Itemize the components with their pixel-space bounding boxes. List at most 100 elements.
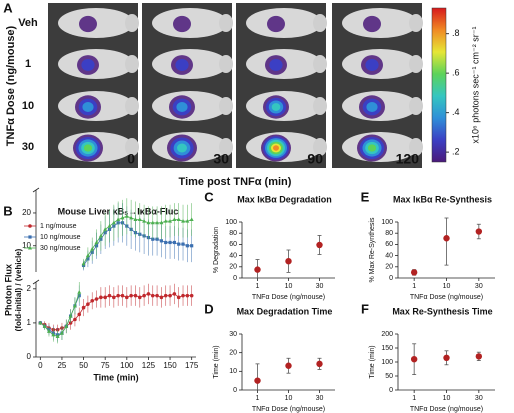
y-tick-label: 20 bbox=[22, 208, 31, 217]
mouse-head bbox=[219, 138, 233, 156]
x-axis-title: Time (min) bbox=[93, 372, 138, 382]
marker bbox=[125, 295, 129, 300]
marker bbox=[150, 220, 155, 225]
dot bbox=[443, 235, 450, 242]
y-axis-title: Photon Flux bbox=[3, 264, 13, 316]
marker bbox=[116, 293, 120, 298]
dot bbox=[285, 258, 292, 265]
x-tick-label: 30 bbox=[316, 395, 324, 402]
legend-label: 30 ng/mouse bbox=[40, 245, 81, 252]
signal-blob bbox=[365, 59, 379, 71]
y-tick-label: 30 bbox=[229, 331, 237, 338]
x-axis-title: TNFα Dose (ng/mouse) bbox=[410, 294, 483, 301]
x-tick-label: 150 bbox=[163, 361, 177, 370]
marker bbox=[172, 240, 176, 245]
marker bbox=[73, 317, 77, 322]
marker bbox=[190, 244, 194, 248]
y-tick-label: 1 bbox=[27, 318, 32, 327]
mouse-head bbox=[313, 55, 327, 73]
signal-blob bbox=[271, 103, 281, 111]
marker bbox=[46, 329, 51, 333]
y-tick-label: 60 bbox=[229, 241, 237, 248]
marker bbox=[172, 292, 177, 296]
marker bbox=[85, 253, 90, 258]
chart-title: Max IκBα Degradation bbox=[237, 194, 332, 204]
marker bbox=[124, 214, 129, 218]
panel-label: A bbox=[3, 0, 13, 15]
dot bbox=[443, 354, 450, 361]
axis-break bbox=[32, 279, 40, 285]
panel-label: D bbox=[204, 301, 213, 316]
marker bbox=[94, 297, 99, 301]
signal-blob bbox=[173, 15, 191, 33]
marker bbox=[59, 330, 64, 335]
marker bbox=[177, 242, 181, 246]
y-tick-label: 100 bbox=[381, 359, 393, 366]
y-tick-label: 80 bbox=[385, 230, 393, 237]
marker bbox=[155, 293, 159, 298]
marker bbox=[103, 295, 107, 300]
y-tick-label: 200 bbox=[381, 331, 393, 338]
colorbar bbox=[431, 7, 447, 163]
marker bbox=[81, 305, 86, 310]
mouse-head bbox=[219, 14, 233, 32]
row-label: 30 bbox=[22, 141, 34, 153]
dot bbox=[410, 356, 418, 363]
mouse-head bbox=[409, 55, 423, 73]
marker bbox=[163, 293, 168, 298]
marker bbox=[68, 313, 73, 318]
marker bbox=[98, 233, 103, 238]
signal-blob bbox=[79, 15, 97, 33]
dot bbox=[475, 353, 483, 360]
marker bbox=[181, 293, 185, 298]
y-tick-label: 80 bbox=[229, 230, 237, 237]
marker bbox=[77, 312, 82, 317]
marker bbox=[81, 261, 86, 266]
x-tick-label: 10 bbox=[285, 283, 293, 290]
marker bbox=[168, 293, 172, 298]
series-line bbox=[40, 293, 192, 331]
marker bbox=[111, 220, 116, 225]
marker bbox=[51, 332, 56, 337]
dot bbox=[285, 362, 292, 369]
y-tick-label: 10 bbox=[229, 368, 237, 375]
marker bbox=[185, 293, 190, 298]
marker bbox=[185, 244, 189, 248]
marker bbox=[38, 320, 43, 325]
chart-title: Max IκBα Re-Synthesis bbox=[393, 194, 492, 204]
y-axis-title: % Degradation bbox=[213, 227, 220, 273]
signal-blob bbox=[363, 15, 381, 33]
marker bbox=[159, 295, 164, 300]
marker bbox=[129, 215, 134, 220]
mouse-head bbox=[125, 55, 139, 73]
marker bbox=[155, 237, 159, 241]
y-tick-label: 20 bbox=[229, 350, 237, 357]
dot bbox=[475, 228, 483, 235]
y-tick-label: 60 bbox=[385, 241, 393, 248]
signal-blob bbox=[81, 59, 95, 71]
panel-label: C bbox=[204, 189, 214, 204]
mouse-head bbox=[409, 97, 423, 115]
y-tick-label: 20 bbox=[229, 264, 237, 271]
marker bbox=[68, 321, 73, 325]
x-tick-label: 1 bbox=[412, 283, 416, 290]
x-tick-label: 10 bbox=[443, 283, 451, 290]
marker bbox=[185, 218, 190, 223]
signal-blob bbox=[175, 59, 189, 71]
marker bbox=[168, 218, 173, 223]
y-tick-label: 40 bbox=[229, 252, 237, 259]
column-label: 0 bbox=[127, 151, 135, 167]
mouse-head bbox=[219, 55, 233, 73]
y-tick-label: 10 bbox=[22, 241, 31, 250]
signal-blob bbox=[366, 101, 378, 113]
x-tick-label: 25 bbox=[57, 361, 66, 370]
marker bbox=[90, 298, 95, 303]
mouse-head bbox=[219, 97, 233, 115]
column-label: 120 bbox=[396, 151, 420, 167]
marker bbox=[164, 240, 168, 245]
y-tick-label: 0 bbox=[389, 275, 393, 282]
marker bbox=[55, 334, 60, 339]
marker bbox=[107, 293, 112, 298]
signal-blob bbox=[273, 145, 279, 151]
marker bbox=[189, 293, 194, 298]
